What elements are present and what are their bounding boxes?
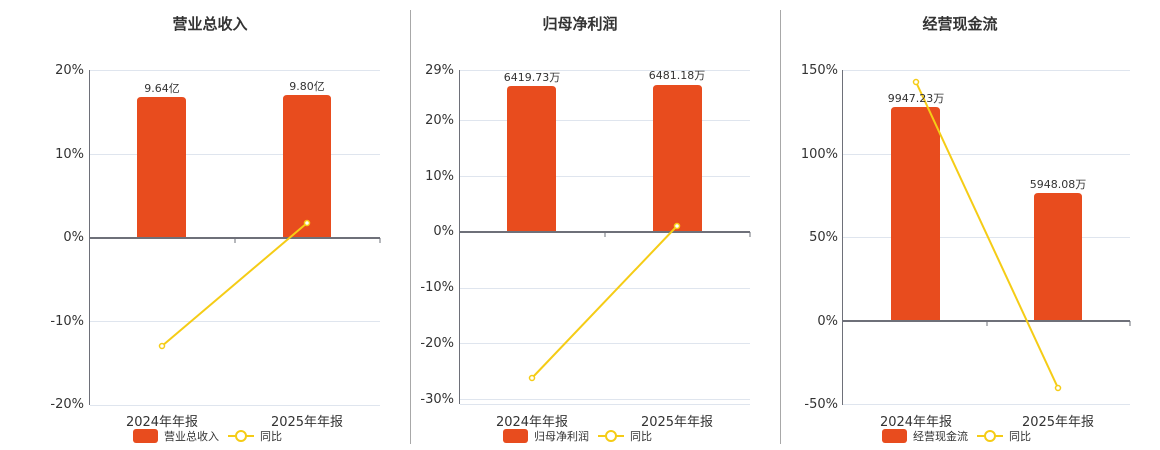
panel-divider xyxy=(410,10,411,444)
legend-line-label[interactable]: 同比 xyxy=(630,430,652,443)
y-tick: -20% xyxy=(420,336,454,351)
x-tick: 2025年年报 xyxy=(1021,415,1095,430)
chart-title: 经营现金流 xyxy=(922,15,998,33)
bar-value-label: 9.64亿 xyxy=(144,82,180,95)
bar-2025[interactable] xyxy=(1034,193,1082,321)
panel-divider xyxy=(780,10,781,444)
legend-line-icon[interactable] xyxy=(598,429,624,443)
gridlines xyxy=(90,70,380,406)
chart-title: 营业总收入 xyxy=(172,15,248,33)
bar-2024[interactable] xyxy=(137,97,186,238)
y-tick: 100% xyxy=(800,147,838,162)
legend: 归母净利润 同比 xyxy=(503,428,652,444)
yoy-line xyxy=(915,81,1059,389)
yoy-line xyxy=(531,225,678,379)
bar-value-label: 6481.18万 xyxy=(648,69,706,82)
x-tick: 2025年年报 xyxy=(270,415,344,430)
chart-plot-area xyxy=(459,70,751,405)
x-tick: 2024年年报 xyxy=(125,415,199,430)
bar-2024[interactable] xyxy=(891,107,940,321)
x-tick: 2024年年报 xyxy=(879,415,953,430)
y-tick: 10% xyxy=(425,169,454,184)
yoy-point-2025[interactable] xyxy=(1054,384,1062,392)
y-tick: -30% xyxy=(420,392,454,407)
y-tick: 0% xyxy=(817,314,838,329)
x-tick: 2024年年报 xyxy=(495,415,569,430)
bar-value-label: 6419.73万 xyxy=(503,71,561,84)
yoy-point-2025[interactable] xyxy=(303,219,311,227)
yoy-point-2024[interactable] xyxy=(528,374,536,382)
legend: 营业总收入 同比 xyxy=(133,428,282,444)
yoy-point-2025[interactable] xyxy=(673,222,681,230)
legend-bar-label[interactable]: 归母净利润 xyxy=(534,430,589,443)
y-tick: -50% xyxy=(804,397,838,412)
yoy-point-2024[interactable] xyxy=(158,342,166,350)
y-tick: 20% xyxy=(55,63,84,78)
legend-bar-swatch[interactable] xyxy=(133,429,158,443)
bar-2025[interactable] xyxy=(653,85,702,232)
chart-panel-revenue: 营业总收入 20% 10% 0% -10% -20% 9.64亿 9.80亿 2… xyxy=(0,0,400,450)
legend-bar-label[interactable]: 经营现金流 xyxy=(913,430,968,443)
yoy-line xyxy=(161,222,308,347)
legend: 经营现金流 同比 xyxy=(882,428,1031,444)
legend-bar-swatch[interactable] xyxy=(503,429,528,443)
legend-bar-label[interactable]: 营业总收入 xyxy=(164,430,219,443)
bar-2024[interactable] xyxy=(507,86,556,232)
y-tick: 20% xyxy=(425,113,454,128)
y-tick: 0% xyxy=(433,224,454,239)
legend-line-icon[interactable] xyxy=(977,429,1003,443)
y-tick: 29% xyxy=(425,63,454,78)
x-tick: 2025年年报 xyxy=(640,415,714,430)
bar-2025[interactable] xyxy=(283,95,331,238)
y-tick: 50% xyxy=(809,230,838,245)
y-tick: 0% xyxy=(63,230,84,245)
y-tick: -20% xyxy=(50,397,84,412)
legend-line-label[interactable]: 同比 xyxy=(260,430,282,443)
bar-value-label: 9947.23万 xyxy=(887,92,945,105)
legend-bar-swatch[interactable] xyxy=(882,429,907,443)
y-tick: 10% xyxy=(55,147,84,162)
chart-title: 归母净利润 xyxy=(542,15,618,33)
bar-value-label: 5948.08万 xyxy=(1029,178,1087,191)
chart-panel-net-profit: 归母净利润 29% 20% 10% 0% -10% -20% -30% 6419… xyxy=(420,15,751,444)
y-tick: 150% xyxy=(800,63,838,78)
chart-plot-area xyxy=(89,70,381,406)
gridlines xyxy=(843,70,1130,405)
legend-line-icon[interactable] xyxy=(228,429,254,443)
y-tick: -10% xyxy=(420,280,454,295)
legend-line-label[interactable]: 同比 xyxy=(1009,430,1031,443)
bar-value-label: 9.80亿 xyxy=(289,80,325,93)
y-tick: -10% xyxy=(50,314,84,329)
yoy-point-2024[interactable] xyxy=(912,78,920,86)
